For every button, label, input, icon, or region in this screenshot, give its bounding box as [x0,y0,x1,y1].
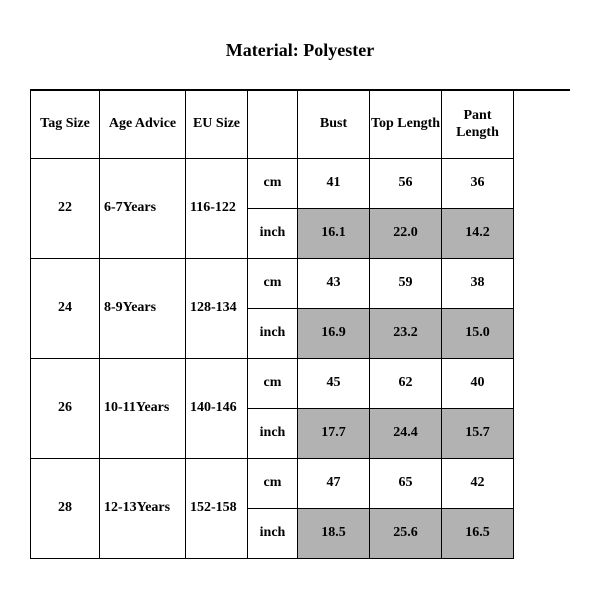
cell-pant-length: 15.7 [442,409,514,459]
cell-bust: 16.9 [298,309,370,359]
cell-top-length: 22.0 [370,209,442,259]
cell-pant-length: 14.2 [442,209,514,259]
cell-unit: inch [248,409,298,459]
cell-unit: cm [248,159,298,209]
page-title: Material: Polyester [0,0,600,89]
cell-bust: 43 [298,259,370,309]
cell-pant-length: 16.5 [442,509,514,559]
cell-unit: cm [248,359,298,409]
cell-eu-size: 140-146 [186,359,248,459]
cell-unit: cm [248,259,298,309]
cell-age-advice: 10-11Years [100,359,186,459]
cell-bust: 18.5 [298,509,370,559]
cell-eu-size: 152-158 [186,459,248,559]
cell-unit: inch [248,309,298,359]
cell-pant-length: 40 [442,359,514,409]
col-age-advice: Age Advice [100,91,186,159]
col-tag-size: Tag Size [30,91,100,159]
col-top-length: Top Length [370,91,442,159]
cell-unit: inch [248,209,298,259]
cell-bust: 41 [298,159,370,209]
cell-bust: 45 [298,359,370,409]
size-table: Tag Size Age Advice EU Size Bust Top Len… [30,89,570,559]
table-row: 26 10-11Years 140-146 cm 45 62 40 inch 1… [30,359,570,459]
cell-unit: cm [248,459,298,509]
cell-tag-size: 26 [30,359,100,459]
cell-pant-length: 15.0 [442,309,514,359]
cell-age-advice: 8-9Years [100,259,186,359]
cell-bust: 17.7 [298,409,370,459]
cell-age-advice: 6-7Years [100,159,186,259]
cell-top-length: 25.6 [370,509,442,559]
cell-top-length: 56 [370,159,442,209]
col-eu-size: EU Size [186,91,248,159]
cell-top-length: 65 [370,459,442,509]
cell-unit: inch [248,509,298,559]
cell-tag-size: 22 [30,159,100,259]
cell-pant-length: 36 [442,159,514,209]
col-bust: Bust [298,91,370,159]
cell-bust: 47 [298,459,370,509]
cell-top-length: 59 [370,259,442,309]
cell-age-advice: 12-13Years [100,459,186,559]
cell-top-length: 62 [370,359,442,409]
cell-tag-size: 24 [30,259,100,359]
table-row: 28 12-13Years 152-158 cm 47 65 42 inch 1… [30,459,570,559]
cell-bust: 16.1 [298,209,370,259]
cell-top-length: 24.4 [370,409,442,459]
col-pant-length: Pant Length [442,91,514,159]
cell-eu-size: 116-122 [186,159,248,259]
cell-pant-length: 42 [442,459,514,509]
table-header-row: Tag Size Age Advice EU Size Bust Top Len… [30,91,570,159]
cell-eu-size: 128-134 [186,259,248,359]
table-row: 22 6-7Years 116-122 cm 41 56 36 inch 16.… [30,159,570,259]
cell-pant-length: 38 [442,259,514,309]
cell-top-length: 23.2 [370,309,442,359]
col-unit [248,91,298,159]
cell-tag-size: 28 [30,459,100,559]
table-row: 24 8-9Years 128-134 cm 43 59 38 inch 16.… [30,259,570,359]
